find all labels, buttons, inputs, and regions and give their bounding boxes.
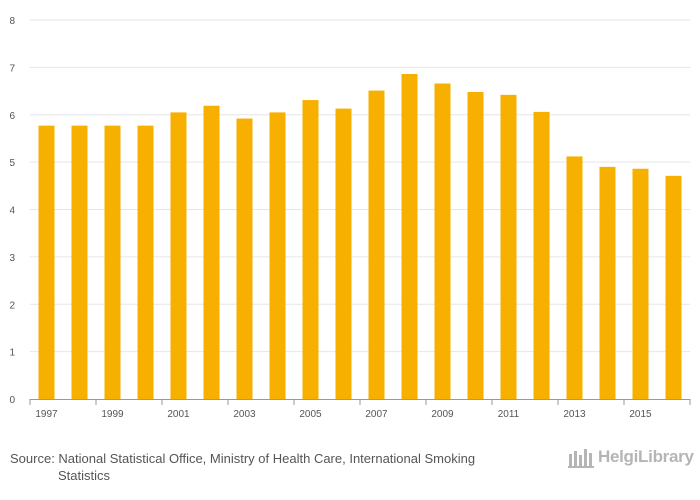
y-tick-label: 6 (9, 111, 15, 122)
bar (434, 83, 451, 400)
library-icon (568, 449, 594, 468)
x-tick-label: 2007 (365, 409, 388, 420)
bar (302, 100, 319, 399)
x-tick-label: 2009 (431, 409, 454, 420)
brand-logo: HelgiLibrary (568, 446, 694, 468)
bar (236, 118, 253, 399)
gridlines (30, 19, 690, 353)
y-tick-label: 0 (9, 395, 15, 406)
brand-name: HelgiLibrary (598, 447, 694, 466)
x-tick-label: 2013 (563, 409, 586, 420)
bar (203, 105, 220, 399)
y-tick-label: 3 (9, 253, 15, 264)
bar (632, 168, 649, 399)
bars (38, 74, 682, 400)
bar (170, 112, 187, 399)
bar (533, 111, 550, 399)
y-tick-label: 2 (9, 300, 15, 311)
bar (665, 175, 682, 399)
x-tick-label: 2003 (233, 409, 256, 420)
bar (401, 74, 418, 399)
bar (137, 125, 154, 400)
y-tick-label: 8 (9, 16, 15, 27)
bar (104, 125, 121, 400)
x-tick-label: 1999 (101, 409, 124, 420)
y-axis-ticks: 0 1 2 3 4 5 6 7 8 (9, 16, 15, 406)
bar (599, 166, 616, 399)
x-tick-label: 2001 (167, 409, 190, 420)
y-tick-label: 1 (9, 348, 15, 359)
bar (335, 108, 352, 399)
y-tick-label: 5 (9, 158, 15, 169)
bar (269, 112, 286, 399)
source-note-continuation: Statistics (58, 468, 111, 483)
bar (368, 90, 385, 400)
bar (71, 125, 88, 400)
bar (467, 92, 484, 399)
y-tick-label: 4 (9, 206, 15, 217)
bar (566, 156, 583, 399)
x-tick-label: 2015 (629, 409, 652, 420)
y-tick-label: 7 (9, 63, 15, 74)
bar-chart: 0 1 2 3 4 5 6 7 8 1997 1999 2001 2003 2005 2007 2009 20… (9, 16, 691, 420)
x-tick-label: 2005 (299, 409, 322, 420)
x-tick-label: 2011 (498, 409, 520, 420)
x-tick-label: 1997 (35, 409, 58, 420)
x-axis-ticks: 1997 1999 2001 2003 2005 2007 2009 2011 2013 2015 (29, 399, 691, 420)
bar (500, 94, 517, 399)
source-note: Source: National Statistical Office, Min… (10, 451, 476, 466)
bar (38, 125, 55, 400)
